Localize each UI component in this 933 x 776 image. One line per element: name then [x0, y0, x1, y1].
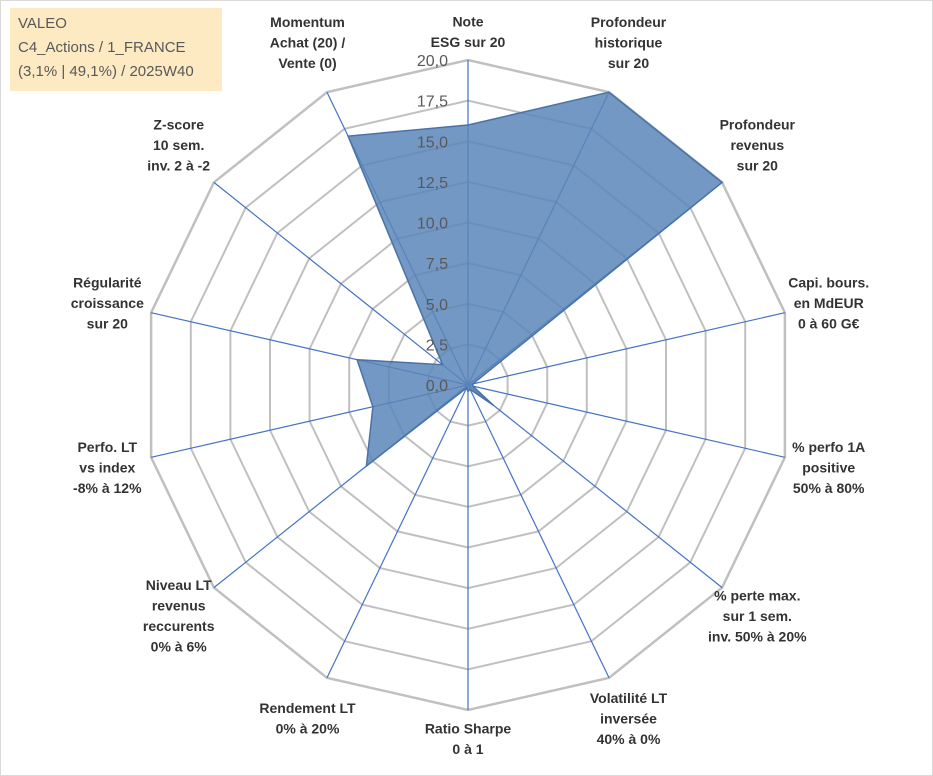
axis-label-11-line-1: croissance	[71, 295, 144, 311]
axis-spoke-4	[467, 384, 786, 458]
axis-label-13-line-1: Achat (20) /	[270, 35, 346, 51]
axis-label-11: Régularité croissance sur 20	[71, 274, 144, 331]
title-line-company: VALEO	[18, 15, 67, 32]
axis-label-5-line-0: % perte max.	[714, 587, 800, 603]
axis-label-7-line-0: Ratio Sharpe	[425, 720, 512, 736]
axis-label-0: Note ESG sur 20	[431, 13, 506, 50]
axis-label-13: Momentum Achat (20) / Vente (0)	[270, 14, 346, 71]
tick-label-3: 7,5	[426, 256, 448, 273]
axis-label-12-line-1: 10 sem.	[153, 137, 204, 153]
axis-label-3-line-1: en MdEUR	[794, 295, 864, 311]
axis-label-2-line-0: Profondeur	[720, 117, 796, 133]
axis-label-4-line-2: 50% à 80%	[793, 480, 865, 496]
tick-label-0: 0,0	[426, 378, 448, 395]
axis-label-1-line-1: historique	[595, 35, 663, 51]
axis-label-0-line-1: ESG sur 20	[431, 34, 506, 50]
axis-spoke-5	[467, 384, 723, 589]
axis-label-9-line-0: Niveau LT	[146, 577, 212, 593]
title-line-scores: (3,1% | 49,1%) / 2025W40	[18, 63, 194, 80]
axis-label-3-line-2: 0 à 60 G€	[798, 315, 860, 331]
axis-label-11-line-0: Régularité	[73, 274, 142, 290]
axis-label-5: % perte max. sur 1 sem. inv. 50% à 20%	[708, 587, 807, 644]
chart-title-box: VALEO C4_Actions / 1_FRANCE (3,1% | 49,1…	[10, 8, 222, 91]
axis-label-7-line-1: 0 à 1	[452, 741, 483, 757]
axis-label-10-line-0: Perfo. LT	[77, 439, 137, 455]
tick-label-8: 20,0	[417, 53, 448, 70]
axis-label-10-line-2: -8% à 12%	[73, 480, 142, 496]
axis-label-10-line-1: vs index	[79, 460, 135, 476]
axis-label-0-line-0: Note	[452, 13, 483, 29]
axis-label-2: Profondeur revenus sur 20	[720, 117, 796, 174]
axis-label-9-line-2: reccurents	[143, 618, 215, 634]
axis-label-2-line-2: sur 20	[737, 158, 778, 174]
axis-label-2-line-1: revenus	[730, 137, 784, 153]
axis-label-9-line-3: 0% à 6%	[151, 639, 208, 655]
axis-spoke-8	[326, 384, 469, 679]
axis-label-13-line-2: Vente (0)	[278, 55, 336, 71]
data-area	[347, 91, 724, 468]
axis-label-12-line-0: Z-score	[153, 117, 204, 133]
axis-labels: Note ESG sur 20 Profondeur historique sur 20…	[71, 13, 869, 757]
axis-label-4-line-1: positive	[802, 460, 855, 476]
axis-label-13-line-0: Momentum	[270, 14, 345, 30]
axis-label-1-line-2: sur 20	[608, 55, 649, 71]
title-line-category: C4_Actions / 1_FRANCE	[18, 39, 186, 56]
axis-label-12-line-2: inv. 2 à -2	[147, 158, 210, 174]
axis-label-6-line-1: inversée	[600, 711, 657, 727]
axis-spoke-3	[467, 312, 786, 386]
tick-label-7: 17,5	[417, 94, 448, 111]
radial-tick-labels: 0,0 2,5 5,0 7,5 10,0 12,5 15,0 17,5 20,0	[417, 53, 448, 395]
tick-label-1: 2,5	[426, 337, 448, 354]
axis-label-5-line-1: sur 1 sem.	[723, 608, 792, 624]
axis-label-9: Niveau LT revenus reccurents 0% à 6%	[143, 577, 215, 655]
axis-label-5-line-2: inv. 50% à 20%	[708, 628, 807, 644]
axis-spoke-12	[213, 181, 469, 386]
tick-label-5: 12,5	[417, 175, 448, 192]
axis-label-8-line-0: Rendement LT	[259, 700, 356, 716]
tick-label-2: 5,0	[426, 297, 448, 314]
axis-label-8-line-1: 0% à 20%	[276, 721, 340, 737]
axis-label-6-line-0: Volatilité LT	[590, 690, 668, 706]
axis-label-4: % perfo 1A positive 50% à 80%	[792, 439, 865, 496]
axis-label-1: Profondeur historique sur 20	[591, 14, 667, 71]
data-series	[347, 91, 724, 468]
axis-label-8: Rendement LT 0% à 20%	[259, 700, 356, 737]
axis-label-12: Z-score 10 sem. inv. 2 à -2	[147, 117, 210, 174]
axis-label-11-line-2: sur 20	[87, 315, 128, 331]
axis-label-9-line-1: revenus	[152, 598, 206, 614]
axis-label-7: Ratio Sharpe 0 à 1	[425, 720, 512, 757]
tick-label-6: 15,0	[417, 134, 448, 151]
axis-label-1-line-0: Profondeur	[591, 14, 667, 30]
axis-spoke-6	[467, 384, 610, 679]
axis-label-10: Perfo. LT vs index -8% à 12%	[73, 439, 142, 496]
axis-label-3: Capi. bours. en MdEUR 0 à 60 G€	[788, 274, 869, 331]
axis-label-6: Volatilité LT inversée 40% à 0%	[590, 690, 668, 747]
axis-label-4-line-0: % perfo 1A	[792, 439, 865, 455]
axis-label-3-line-0: Capi. bours.	[788, 274, 869, 290]
tick-label-4: 10,0	[417, 216, 448, 233]
axis-label-6-line-2: 40% à 0%	[597, 731, 661, 747]
